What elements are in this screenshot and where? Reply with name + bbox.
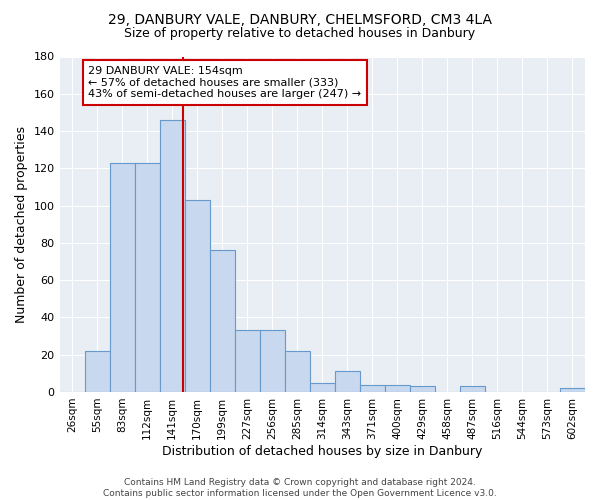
Bar [410, 386, 435, 392]
Bar [360, 384, 385, 392]
Bar [310, 382, 335, 392]
Bar [134, 162, 160, 392]
Bar [160, 120, 185, 392]
Text: Contains HM Land Registry data © Crown copyright and database right 2024.
Contai: Contains HM Land Registry data © Crown c… [103, 478, 497, 498]
Bar [235, 330, 260, 392]
Bar [560, 388, 585, 392]
Bar [460, 386, 485, 392]
Text: 29 DANBURY VALE: 154sqm
← 57% of detached houses are smaller (333)
43% of semi-d: 29 DANBURY VALE: 154sqm ← 57% of detache… [88, 66, 361, 99]
Bar [285, 351, 310, 392]
Text: Size of property relative to detached houses in Danbury: Size of property relative to detached ho… [124, 28, 476, 40]
Bar [110, 162, 134, 392]
Bar [209, 250, 235, 392]
Bar [335, 372, 360, 392]
Bar [85, 351, 110, 392]
Bar [260, 330, 285, 392]
Bar [385, 384, 410, 392]
Y-axis label: Number of detached properties: Number of detached properties [15, 126, 28, 322]
X-axis label: Distribution of detached houses by size in Danbury: Distribution of detached houses by size … [162, 444, 482, 458]
Text: 29, DANBURY VALE, DANBURY, CHELMSFORD, CM3 4LA: 29, DANBURY VALE, DANBURY, CHELMSFORD, C… [108, 12, 492, 26]
Bar [185, 200, 209, 392]
